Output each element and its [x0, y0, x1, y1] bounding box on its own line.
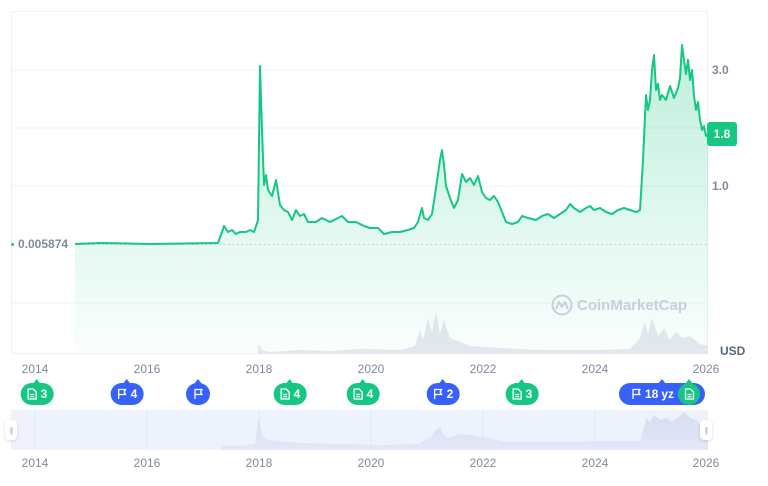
flag-icon [193, 388, 203, 399]
x-tick-label: 2020 [357, 362, 385, 376]
flag-icon [434, 388, 443, 399]
badge-count: 18 [645, 387, 659, 401]
event-badge[interactable]: 4 [110, 383, 144, 405]
document-icon [512, 388, 522, 400]
navigator-x-tick-label: 2026 [692, 456, 720, 470]
navigator-x-tick-label: 2024 [581, 456, 609, 470]
watermark-text: CoinMarketCap [577, 296, 688, 314]
navigator-x-tick-label: 2018 [245, 456, 273, 470]
coinmarketcap-logo-icon [551, 294, 573, 316]
x-tick-label: 2024 [581, 362, 609, 376]
badge-count: 4 [366, 387, 374, 401]
navigator-x-tick-label: 2022 [469, 456, 497, 470]
navigator-right-handle[interactable]: || [700, 420, 712, 440]
x-tick-label: 2016 [133, 362, 161, 376]
coinmarketcap-watermark: CoinMarketCap [551, 294, 687, 316]
badge-count: 4 [293, 387, 301, 401]
badge-count: 3 [525, 387, 533, 401]
navigator-x-tick-label: 2014 [21, 456, 49, 470]
price-area [75, 45, 708, 354]
event-badge[interactable]: 2 [426, 383, 460, 405]
document-icon [27, 388, 37, 400]
document-icon [280, 388, 290, 400]
news-badge[interactable]: 3 [20, 383, 54, 405]
news-badge[interactable]: 3 [505, 383, 539, 405]
news-badge[interactable] [678, 383, 700, 405]
flag-icon [632, 388, 641, 399]
navigator-x-tick-label: 2020 [357, 456, 385, 470]
document-icon [684, 388, 694, 400]
news-badge[interactable]: 4 [346, 383, 380, 405]
flag-icon [118, 388, 127, 399]
price-line [74, 44, 709, 245]
badge-count: 4 [130, 387, 138, 401]
event-badge[interactable] [186, 383, 210, 405]
current-price-tag: 1.8 [707, 122, 737, 146]
y-tick-label: 3.0 [712, 63, 729, 77]
badge-extra-text: yz [661, 387, 675, 401]
x-tick-label: 2026 [692, 362, 720, 376]
x-tick-label: 2018 [245, 362, 273, 376]
baseline-value-label: 0.005874 [18, 237, 69, 251]
navigator-left-handle[interactable]: || [5, 420, 17, 440]
news-badge[interactable]: 4 [273, 383, 307, 405]
document-icon [353, 388, 363, 400]
badge-count: 3 [40, 387, 48, 401]
baseline-marker-icon [11, 243, 14, 246]
y-tick-label: 1.0 [712, 179, 729, 193]
currency-label: USD [720, 344, 746, 358]
x-tick-label: 2014 [21, 362, 49, 376]
badge-count: 2 [446, 387, 454, 401]
navigator-x-tick-label: 2016 [133, 456, 161, 470]
x-tick-label: 2022 [469, 362, 497, 376]
navigator-series [222, 412, 708, 450]
